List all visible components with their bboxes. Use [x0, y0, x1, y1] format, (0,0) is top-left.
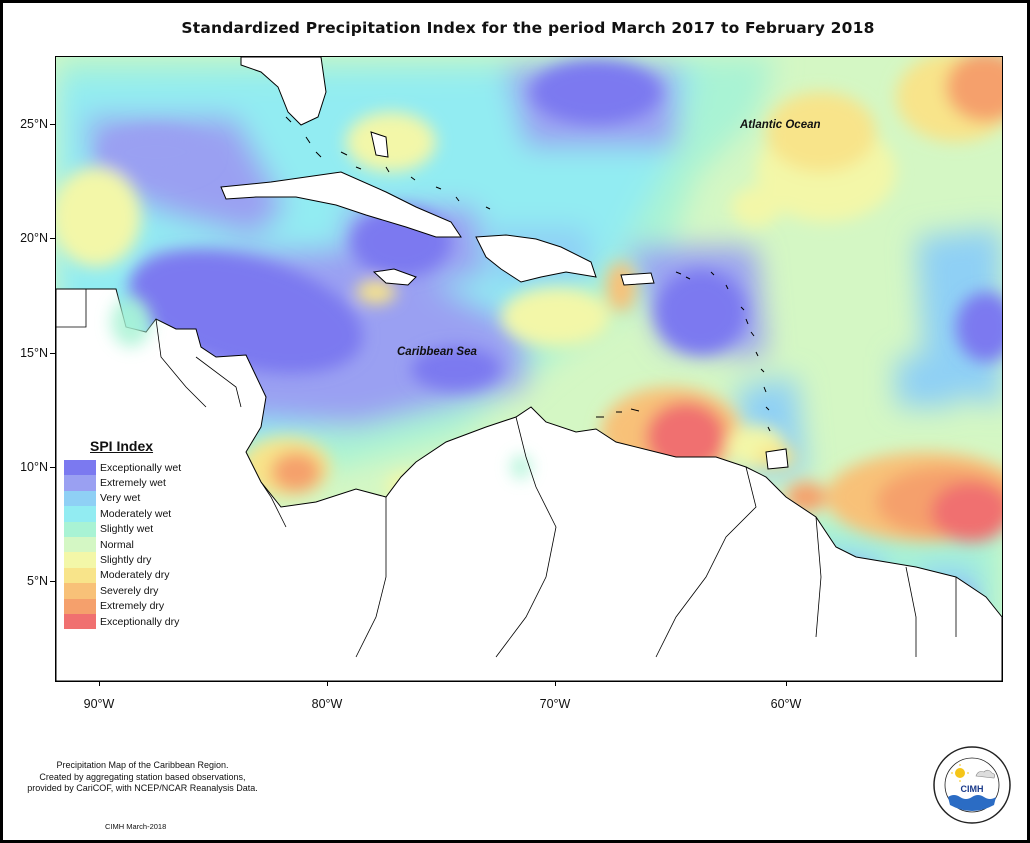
waves-icon: [948, 795, 996, 811]
x-tick-80w: 80°W: [311, 697, 343, 711]
y-tickmark: [50, 581, 55, 582]
legend-label: Moderately wet: [100, 507, 172, 520]
legend-swatch: [64, 598, 96, 614]
legend-item: Exceptionally wet: [64, 460, 234, 476]
x-tick-60w: 60°W: [770, 697, 802, 711]
legend-label: Exceptionally dry: [100, 615, 180, 628]
legend-label: Moderately dry: [100, 569, 170, 582]
x-tickmark: [555, 681, 556, 686]
y-tickmark: [50, 238, 55, 239]
legend-item: Very wet: [64, 490, 234, 507]
legend-label: Slightly dry: [100, 554, 152, 567]
footer-credit: CIMH March-2018: [105, 822, 167, 831]
legend-item: Moderately dry: [64, 567, 234, 584]
cimh-logo: CIMH: [932, 745, 1012, 830]
spi-map: [55, 56, 1003, 682]
legend-title: SPI Index: [90, 438, 154, 454]
legend-rows: Exceptionally wet Extremely wet Very wet Mo…: [64, 460, 234, 630]
cimh-logo-emblem: CIMH: [933, 746, 1011, 824]
y-tick-20n: 20°N: [20, 231, 48, 245]
legend-swatch: [64, 613, 96, 630]
land-overlays: [111, 297, 531, 479]
map-title: Standardized Precipitation Index for the…: [181, 19, 875, 37]
footer-line-1: Precipitation Map of the Caribbean Regio…: [56, 760, 229, 770]
footer-line-2: Created by aggregating station based obs…: [39, 771, 246, 782]
x-tickmark: [786, 681, 787, 686]
legend-item: Normal: [64, 536, 234, 553]
legend-label: Slightly wet: [100, 523, 154, 536]
y-tickmark: [50, 124, 55, 125]
x-tickmark: [327, 681, 328, 686]
legend-label: Severely dry: [100, 584, 159, 597]
legend-label: Extremely dry: [100, 600, 165, 613]
legend-swatch: [64, 567, 96, 584]
footer-line-3: provided by CariCOF, with NCEP/NCAR Rean…: [27, 783, 258, 793]
legend-item: Extremely dry: [64, 598, 234, 614]
legend-label: Normal: [100, 538, 134, 551]
legend-label: Exceptionally wet: [100, 461, 182, 474]
legend-item: Slightly dry: [64, 552, 234, 568]
country-borders: [56, 289, 957, 658]
legend-swatch: [64, 506, 96, 522]
y-tickmark: [50, 353, 55, 354]
legend-label: Extremely wet: [100, 477, 166, 490]
legend-swatch: [64, 521, 96, 537]
spi-map-canvas: [56, 57, 1002, 681]
y-tick-10n: 10°N: [20, 460, 48, 474]
y-tick-25n: 25°N: [20, 117, 48, 131]
atlantic-ocean-label: Atlantic Ocean: [740, 119, 821, 131]
legend-swatch: [64, 536, 96, 553]
legend-swatch: [64, 490, 96, 507]
lesser-antilles: [285, 116, 771, 432]
land-masses: [56, 57, 1002, 681]
logo-text: CIMH: [961, 784, 984, 794]
spi-legend: SPI Index Exceptionally wet Extremely wet…: [64, 438, 234, 630]
x-tick-90w: 90°W: [83, 697, 115, 711]
legend-swatch: [64, 583, 96, 599]
legend-item: Slightly wet: [64, 521, 234, 537]
sun-icon: [955, 768, 965, 778]
caribbean-sea-label: Caribbean Sea: [397, 346, 477, 358]
legend-swatch: [64, 460, 96, 476]
legend-swatch: [64, 552, 96, 568]
y-tick-15n: 15°N: [20, 346, 48, 360]
x-tickmark: [99, 681, 100, 686]
y-tickmark: [50, 467, 55, 468]
legend-label: Very wet: [100, 492, 141, 505]
legend-item: Severely dry: [64, 583, 234, 599]
legend-item: Moderately wet: [64, 506, 234, 522]
legend-swatch: [64, 475, 96, 491]
y-tick-5n: 5°N: [27, 574, 48, 588]
legend-item: Exceptionally dry: [64, 613, 234, 630]
legend-item: Extremely wet: [64, 475, 234, 491]
footer-description: Precipitation Map of the Caribbean Regio…: [10, 760, 275, 795]
cloud-icon: [975, 769, 995, 779]
x-tick-70w: 70°W: [539, 697, 571, 711]
